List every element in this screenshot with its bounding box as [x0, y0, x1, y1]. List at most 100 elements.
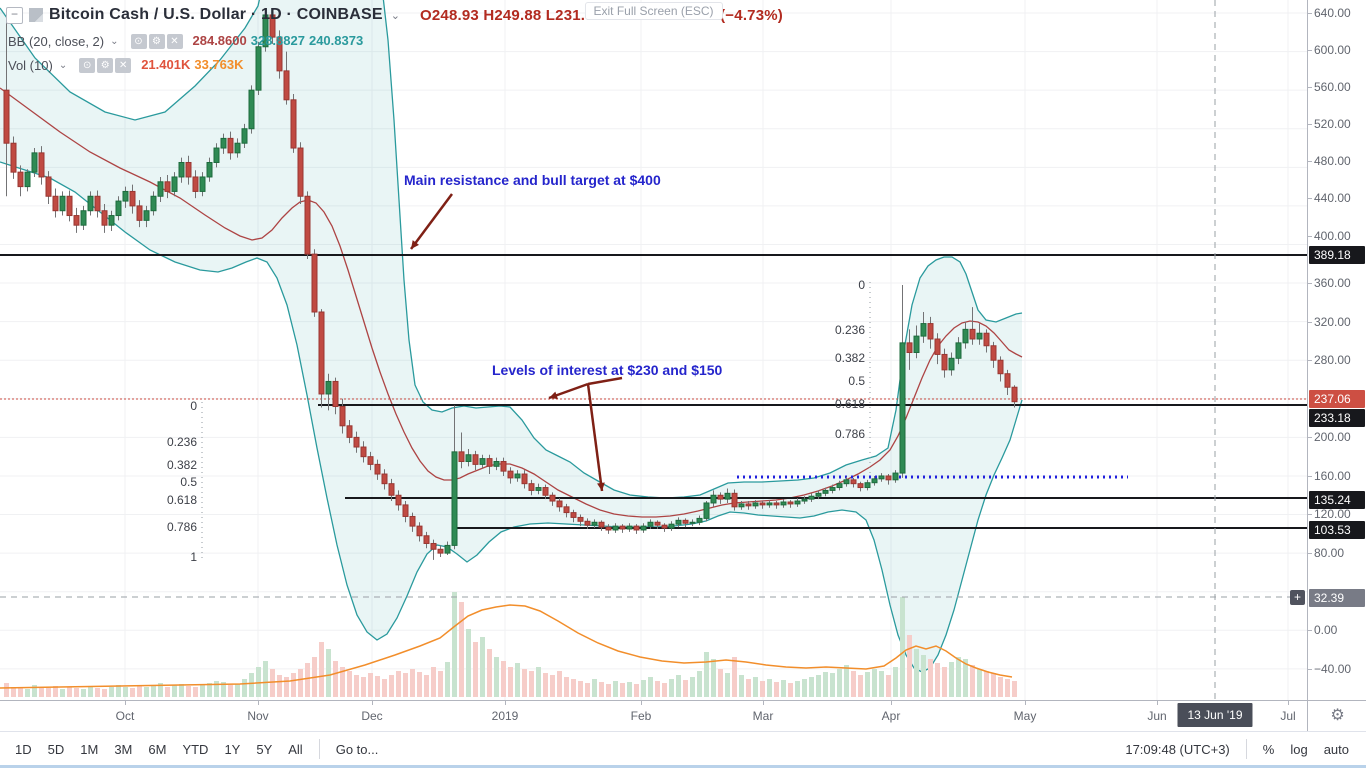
candle-body: [283, 70, 290, 101]
candle-body: [696, 517, 703, 523]
candlestick-chart[interactable]: [0, 0, 1307, 700]
range-button-all[interactable]: All: [288, 741, 303, 757]
log-scale-button[interactable]: log: [1290, 741, 1308, 757]
volume-bar: [480, 637, 485, 697]
volume-bar: [298, 669, 303, 697]
chevron-down-icon[interactable]: ⌄: [110, 35, 119, 47]
clock-label[interactable]: 17:09:48 (UTC+3): [1125, 741, 1230, 757]
candle-body: [402, 504, 409, 517]
price-axis-label: 120.00: [1314, 507, 1351, 521]
candle-body: [612, 525, 619, 531]
candle-body: [45, 176, 52, 197]
time-tick: [1157, 701, 1158, 705]
candle-body: [24, 171, 31, 188]
chevron-down-icon[interactable]: ⌄: [58, 59, 68, 71]
volume-bar: [739, 675, 744, 697]
visibility-icon[interactable]: ⊙: [130, 33, 147, 49]
price-axis-label: 480.00: [1314, 154, 1351, 168]
percent-scale-button[interactable]: %: [1262, 741, 1275, 757]
auto-scale-button[interactable]: auto: [1323, 741, 1349, 757]
settings-icon[interactable]: ⚙: [148, 33, 165, 49]
volume-bar: [382, 679, 387, 697]
time-axis-label: Mar: [752, 709, 774, 723]
volume-bar: [865, 672, 870, 697]
price-axis-label: 360.00: [1314, 276, 1351, 290]
candle-body: [87, 195, 94, 212]
volume-bar: [613, 681, 618, 697]
vol-indicator-label[interactable]: Vol (10): [8, 57, 53, 73]
volume-bar: [144, 687, 149, 697]
candle-body: [815, 492, 822, 497]
time-axis[interactable]: Oct Nov Dec 2019 Feb Mar Apr May Jun Jul 13 Jun '1…: [0, 700, 1307, 732]
candle-body: [836, 483, 843, 489]
crosshair-date-badge: 13 Jun '19: [1177, 703, 1253, 727]
volume-bar: [648, 677, 653, 697]
price-axis-label: 440.00: [1314, 191, 1351, 205]
candle-body: [948, 357, 955, 371]
range-button-5y[interactable]: 5Y: [256, 741, 273, 757]
volume-bar: [368, 673, 373, 697]
settings-icon[interactable]: ⚙: [97, 57, 114, 73]
candle-body: [143, 210, 150, 221]
visibility-icon[interactable]: ⊙: [79, 57, 96, 73]
goto-button[interactable]: Go to...: [335, 741, 379, 757]
volume-bar: [557, 671, 562, 697]
exit-fullscreen-tooltip: Exit Full Screen (ESC): [584, 2, 723, 20]
remove-icon[interactable]: ✕: [166, 33, 183, 49]
indicator-value: 21.401K: [141, 57, 191, 72]
candle-body: [150, 195, 157, 212]
candle-body: [745, 503, 752, 507]
volume-bar: [788, 683, 793, 697]
candle-body: [633, 525, 640, 531]
candle-body: [878, 475, 885, 480]
candle-body: [59, 195, 66, 212]
candle-body: [759, 502, 766, 506]
symbol-title[interactable]: Bitcoin Cash / U.S. Dollar · 1D · COINBA…: [49, 6, 383, 23]
price-tick: [1308, 161, 1312, 162]
volume-bar: [207, 683, 212, 697]
candle-body: [311, 253, 318, 313]
candle-body: [304, 195, 311, 255]
range-button-1m[interactable]: 1M: [80, 741, 99, 757]
remove-icon[interactable]: ✕: [115, 57, 132, 73]
volume-bar: [263, 661, 268, 697]
volume-bar: [571, 679, 576, 697]
time-tick: [891, 701, 892, 705]
volume-bar: [242, 679, 247, 697]
chart-pane[interactable]: − Bitcoin Cash / U.S. Dollar · 1D · COIN…: [0, 0, 1307, 700]
chevron-down-icon[interactable]: ⌄: [390, 9, 400, 22]
candle-body: [927, 323, 934, 340]
volume-bar: [844, 665, 849, 697]
candle-body: [332, 380, 339, 408]
volume-bar: [956, 657, 961, 697]
range-button-ytd[interactable]: YTD: [182, 741, 209, 757]
range-button-6m[interactable]: 6M: [148, 741, 167, 757]
price-axis[interactable]: 640.00 600.00 560.00 520.00 480.00 440.00 400.…: [1307, 0, 1366, 700]
volume-bar: [991, 673, 996, 697]
candle-body: [31, 152, 38, 173]
candle-body: [129, 190, 136, 207]
fib-level-label: 0: [858, 278, 865, 292]
range-button-3m[interactable]: 3M: [114, 741, 133, 757]
candle-body: [983, 332, 990, 347]
range-button-1y[interactable]: 1Y: [224, 741, 241, 757]
range-button-5d[interactable]: 5D: [47, 741, 65, 757]
volume-bar: [361, 677, 366, 697]
candle-body: [752, 502, 759, 507]
collapse-button[interactable]: −: [6, 6, 23, 24]
candle-body: [444, 544, 451, 554]
bollinger-lower-band: [0, 161, 1023, 673]
volume-bar: [270, 669, 275, 697]
volume-bar: [683, 680, 688, 697]
volume-bar: [305, 663, 310, 697]
range-button-1d[interactable]: 1D: [15, 741, 32, 757]
volume-bar: [732, 657, 737, 697]
volume-bar: [690, 677, 695, 697]
volume-bar: [746, 679, 751, 697]
bb-indicator-label[interactable]: BB (20, close, 2): [8, 33, 105, 49]
gear-icon[interactable]: ⚙: [1330, 707, 1345, 724]
price-axis-label: 0.00: [1314, 623, 1338, 637]
volume-bar: [39, 687, 44, 697]
volume-bar: [669, 679, 674, 697]
